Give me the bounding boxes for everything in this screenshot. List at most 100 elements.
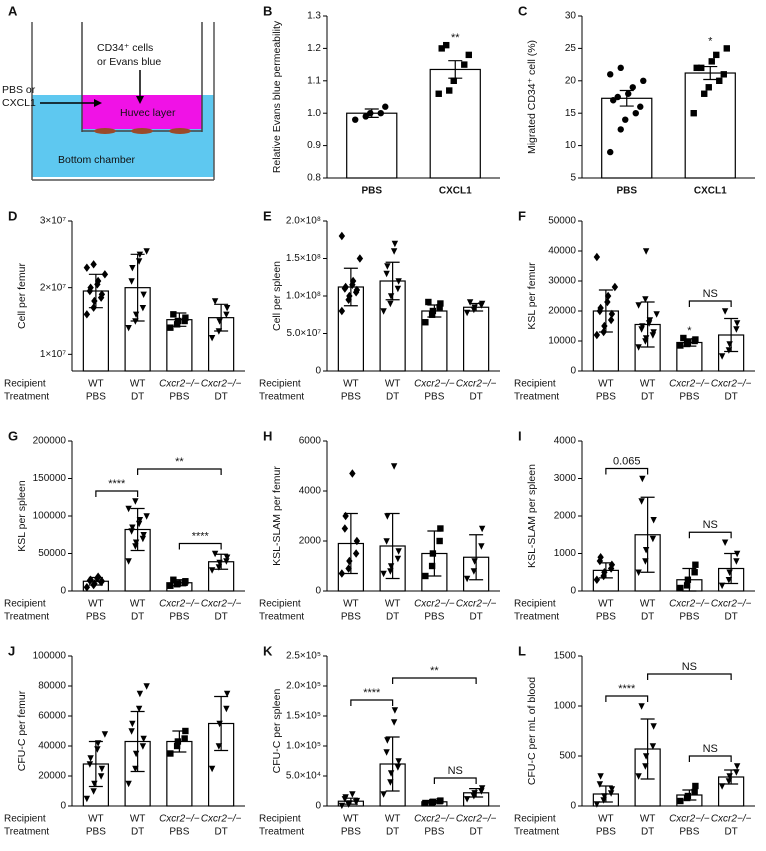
y-tick-label: 40000 [38, 741, 66, 752]
point [698, 64, 705, 72]
y-tick-label: 30000 [548, 276, 576, 287]
point [377, 110, 384, 117]
point [635, 344, 642, 351]
x-tick-label: Cxcr2−/− [159, 814, 200, 825]
y-axis-label: KSL per spleen [16, 480, 28, 552]
y-tick-label: 2.5×10⁵ [286, 651, 321, 662]
point [128, 528, 135, 535]
x-tick-label: WT [385, 599, 401, 610]
point [650, 517, 657, 524]
point [650, 723, 657, 730]
x-tick-label: PBS [341, 827, 361, 838]
cell [131, 128, 153, 134]
point [593, 801, 601, 808]
point [383, 270, 390, 278]
point [435, 90, 442, 97]
bar [346, 112, 398, 179]
point [733, 320, 741, 327]
point [387, 300, 394, 308]
point [338, 306, 346, 316]
point [170, 576, 177, 583]
y-tick-label: 0 [60, 586, 66, 597]
x-tick-label: WT [385, 814, 401, 825]
chart-panel: K CFU-C per spleen 0 5.0×10⁴ 1.0×10⁵ 1.5×10⁵ 2… [259, 643, 500, 838]
point [387, 770, 395, 777]
point [721, 308, 729, 315]
point [677, 584, 684, 592]
x-tick-label: PBS [361, 186, 382, 197]
point [726, 773, 733, 780]
point [691, 569, 698, 576]
insert-medium [82, 95, 202, 129]
panel-letter: B [263, 3, 272, 18]
point [394, 764, 402, 771]
row-label: Recipient [259, 599, 301, 610]
point [690, 110, 697, 117]
panel-letter: K [263, 643, 273, 658]
point [208, 567, 216, 574]
point [632, 110, 639, 117]
point [125, 505, 132, 513]
point [607, 564, 615, 573]
point [216, 559, 223, 567]
point [174, 738, 182, 745]
error-bar [385, 736, 400, 792]
x-tick-label: Cxcr2−/− [414, 599, 455, 610]
point [437, 300, 444, 307]
y-tick-label: 2.0×10⁵ [286, 681, 321, 692]
point [395, 758, 402, 765]
bracket [392, 677, 477, 684]
x-tick-label: DT [469, 827, 482, 838]
panel-letter: H [263, 428, 272, 443]
x-tick-label: Cxcr2−/− [711, 379, 752, 390]
point [692, 336, 699, 343]
error-bar [724, 317, 739, 353]
y-axis-label: Relative Evans blue permeability [271, 20, 283, 173]
point [617, 126, 624, 133]
point [713, 51, 720, 59]
point [83, 795, 91, 803]
point [211, 298, 219, 305]
point [143, 683, 150, 690]
point [208, 765, 216, 773]
y-tick-label: 20000 [548, 306, 576, 317]
point [629, 84, 636, 91]
point [129, 264, 136, 272]
point [692, 561, 699, 568]
bracket [647, 673, 732, 680]
point [338, 802, 346, 810]
x-tick-label: PBS [596, 827, 616, 838]
x-tick-label: WT [343, 814, 359, 825]
point [646, 317, 654, 324]
y-tick-label: 50000 [548, 216, 576, 227]
point [622, 116, 629, 123]
bar [463, 306, 490, 372]
point [367, 110, 374, 117]
x-tick-label: Cxcr2−/− [159, 379, 200, 390]
point [338, 231, 346, 241]
point [642, 335, 650, 342]
y-tick-label: 6000 [299, 436, 322, 447]
point [463, 309, 471, 317]
point [86, 761, 94, 768]
point [223, 705, 230, 713]
x-tick-label: DT [386, 392, 399, 403]
point [716, 77, 723, 84]
x-tick-label: WT [130, 599, 146, 610]
point [395, 548, 402, 555]
point [705, 84, 712, 91]
y-tick-label: 0 [315, 366, 321, 377]
point [608, 560, 616, 569]
row-label: Recipient [4, 599, 46, 610]
x-tick-label: Cxcr2−/− [669, 599, 710, 610]
x-tick-label: WT [640, 379, 656, 390]
point [677, 797, 684, 805]
x-tick-label: WT [343, 379, 359, 390]
point [394, 285, 402, 293]
point [215, 564, 223, 571]
point [637, 103, 644, 110]
point [382, 103, 389, 110]
point [132, 543, 139, 550]
x-tick-label: DT [131, 612, 144, 623]
point [216, 720, 223, 728]
